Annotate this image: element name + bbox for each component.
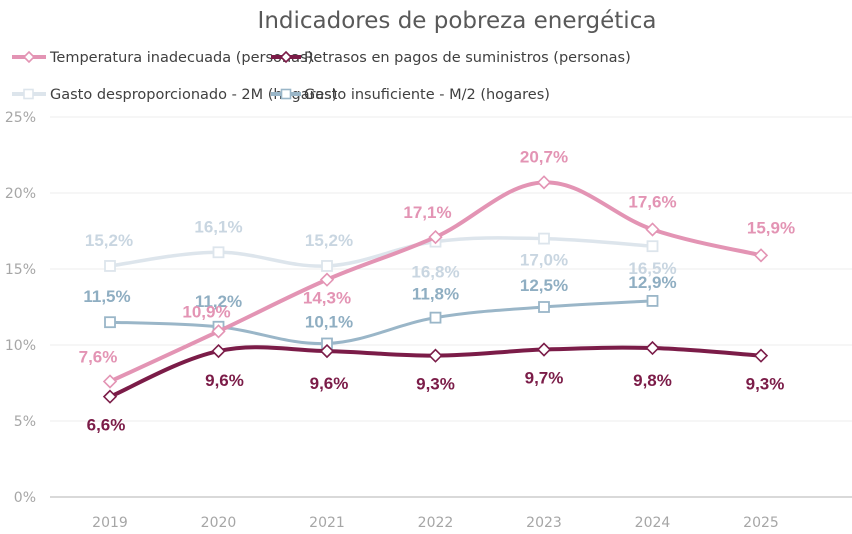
x-tick-label: 2021 bbox=[309, 515, 345, 531]
legend-item-gasto-desproporcionado[interactable]: Gasto desproporcionado - 2M (hogares) bbox=[12, 87, 337, 103]
data-label: 16,8% bbox=[411, 263, 459, 282]
data-point-diamond[interactable] bbox=[211, 324, 226, 339]
data-label: 16,1% bbox=[194, 217, 242, 236]
series-3 bbox=[104, 295, 659, 350]
data-point-diamond[interactable] bbox=[428, 229, 443, 245]
legend-label: Retrasos en pagos de suministros (person… bbox=[304, 50, 631, 66]
y-axis: 0% 5% 10% 15% 20% 25% bbox=[5, 110, 36, 506]
x-axis: 2019 2020 2021 2022 2023 2024 2025 bbox=[92, 515, 779, 531]
data-point-square[interactable] bbox=[321, 260, 333, 272]
x-tick-label: 2022 bbox=[418, 515, 454, 531]
x-tick-label: 2024 bbox=[635, 515, 671, 531]
data-label: 9,3% bbox=[416, 375, 455, 394]
data-point-square[interactable] bbox=[646, 295, 659, 307]
y-tick-label: 20% bbox=[5, 186, 36, 202]
data-point-diamond[interactable] bbox=[102, 389, 118, 404]
data-point-diamond[interactable] bbox=[645, 340, 660, 356]
data-label: 17,0% bbox=[520, 251, 568, 270]
gridlines bbox=[50, 116, 852, 498]
data-label: 9,7% bbox=[525, 369, 564, 388]
data-label: 10,9% bbox=[182, 302, 230, 321]
series-line bbox=[108, 299, 654, 346]
series-line bbox=[108, 236, 655, 268]
data-label: 17,1% bbox=[403, 203, 451, 222]
data-label: 20,7% bbox=[520, 147, 568, 166]
data-labels-layer: 15,2% 16,1% 15,2% 16,8% 17,0% 16,5% 11,5% 11,2%… bbox=[79, 147, 795, 434]
data-point-diamond[interactable] bbox=[319, 272, 335, 287]
data-label: 14,3% bbox=[303, 289, 351, 308]
chart-title: Indicadores de pobreza energética bbox=[258, 8, 657, 34]
data-point-square[interactable] bbox=[646, 240, 659, 253]
y-tick-label: 15% bbox=[5, 262, 36, 278]
legend-label: Gasto desproporcionado - 2M (hogares) bbox=[50, 87, 337, 103]
data-label: 9,8% bbox=[633, 371, 672, 390]
data-point-diamond[interactable] bbox=[645, 222, 660, 237]
square-marker-icon bbox=[280, 88, 292, 100]
y-tick-label: 25% bbox=[5, 110, 36, 126]
legend: Temperatura inadecuada (personas) Retras… bbox=[12, 50, 631, 103]
data-point-diamond[interactable] bbox=[319, 343, 335, 359]
legend-item-gasto-insuficiente[interactable]: Gasto insuficiente - M/2 (hogares) bbox=[271, 87, 550, 103]
data-point-diamond[interactable] bbox=[536, 342, 552, 357]
data-label: 9,6% bbox=[205, 371, 244, 390]
data-label: 12,9% bbox=[628, 273, 676, 292]
diamond-marker-icon bbox=[22, 50, 36, 64]
series-1 bbox=[102, 340, 769, 404]
data-point-diamond[interactable] bbox=[536, 175, 552, 190]
y-tick-label: 10% bbox=[5, 338, 36, 354]
data-point-square[interactable] bbox=[538, 232, 550, 245]
data-label: 16,5% bbox=[628, 259, 676, 278]
series-2 bbox=[104, 232, 659, 272]
data-point-diamond[interactable] bbox=[753, 348, 769, 363]
data-label: 9,3% bbox=[746, 375, 785, 394]
data-label: 17,6% bbox=[628, 192, 676, 211]
x-tick-label: 2023 bbox=[526, 515, 562, 531]
x-tick-label: 2019 bbox=[92, 515, 128, 531]
data-point-square[interactable] bbox=[429, 311, 442, 324]
x-tick-label: 2020 bbox=[201, 515, 237, 531]
data-label: 9,6% bbox=[310, 374, 349, 393]
legend-label: Temperatura inadecuada (personas) bbox=[49, 50, 313, 66]
data-point-diamond[interactable] bbox=[753, 248, 769, 263]
legend-item-temperatura[interactable]: Temperatura inadecuada (personas) bbox=[12, 50, 313, 66]
data-label: 12,5% bbox=[520, 276, 568, 295]
legend-label: Gasto insuficiente - M/2 (hogares) bbox=[304, 87, 550, 103]
diamond-marker-icon bbox=[279, 50, 293, 64]
series-layer bbox=[102, 175, 769, 404]
data-label: 11,5% bbox=[83, 287, 130, 306]
y-tick-label: 0% bbox=[14, 490, 36, 506]
data-label: 6,6% bbox=[87, 416, 126, 435]
x-tick-label: 2025 bbox=[743, 515, 779, 531]
data-point-square[interactable] bbox=[104, 260, 116, 272]
data-point-square[interactable] bbox=[212, 246, 225, 259]
legend-item-retrasos[interactable]: Retrasos en pagos de suministros (person… bbox=[271, 50, 631, 66]
data-point-diamond[interactable] bbox=[428, 348, 443, 363]
y-tick-label: 5% bbox=[14, 414, 36, 430]
data-label: 11,8% bbox=[412, 285, 459, 304]
data-label: 10,1% bbox=[305, 312, 353, 331]
data-point-square[interactable] bbox=[104, 316, 116, 329]
data-label: 15,9% bbox=[747, 218, 795, 237]
data-label: 11,2% bbox=[195, 292, 242, 311]
data-point-square[interactable] bbox=[538, 301, 550, 313]
series-0 bbox=[102, 175, 769, 389]
data-label: 15,2% bbox=[305, 231, 353, 250]
data-label: 15,2% bbox=[85, 231, 133, 250]
data-point-diamond[interactable] bbox=[102, 374, 118, 389]
data-label: 7,6% bbox=[79, 347, 118, 366]
data-point-diamond[interactable] bbox=[211, 343, 226, 359]
square-marker-icon bbox=[23, 88, 34, 100]
